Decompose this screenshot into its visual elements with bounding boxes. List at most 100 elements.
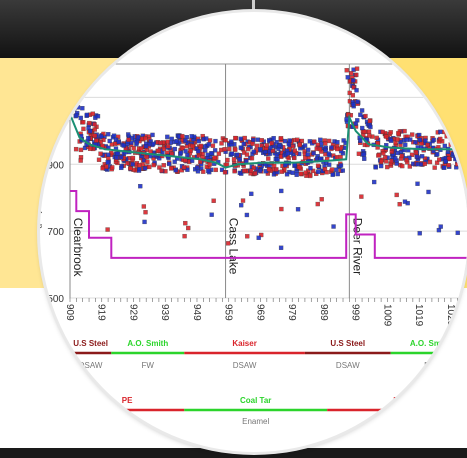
band-label: U.S Steel bbox=[73, 339, 108, 348]
point-red bbox=[213, 167, 218, 173]
point-blue bbox=[229, 151, 235, 156]
y-axis-label: Pressure (psi) bbox=[40, 210, 43, 272]
point-blue bbox=[463, 136, 467, 141]
point-blue bbox=[351, 102, 356, 107]
point-red bbox=[367, 118, 373, 124]
point-red bbox=[279, 206, 284, 212]
point-blue bbox=[241, 141, 246, 147]
point-blue bbox=[454, 137, 459, 142]
header-notch bbox=[252, 0, 255, 16]
point-red bbox=[188, 148, 193, 153]
point-blue bbox=[106, 152, 111, 157]
y-tick-label: 500 bbox=[47, 294, 64, 305]
point-red bbox=[384, 159, 389, 164]
point-red bbox=[68, 96, 73, 101]
point-blue bbox=[249, 191, 254, 197]
point-blue bbox=[415, 162, 420, 167]
point-blue bbox=[219, 167, 225, 173]
point-red bbox=[400, 163, 405, 169]
point-blue bbox=[415, 181, 420, 186]
point-red bbox=[297, 142, 303, 147]
point-red bbox=[201, 169, 206, 174]
point-red bbox=[323, 141, 328, 146]
point-red bbox=[303, 170, 308, 175]
point-red bbox=[266, 156, 271, 161]
point-blue bbox=[285, 151, 291, 156]
band-label: DSAW bbox=[233, 361, 257, 370]
point-blue bbox=[196, 138, 201, 144]
x-tick-label: 1009 bbox=[381, 304, 392, 327]
point-red bbox=[143, 136, 148, 141]
point-red bbox=[105, 227, 110, 232]
band-label: PE bbox=[393, 396, 404, 405]
point-blue bbox=[378, 163, 384, 169]
point-blue bbox=[209, 151, 214, 156]
point-red bbox=[231, 157, 237, 162]
point-red bbox=[297, 165, 302, 170]
point-red bbox=[145, 159, 150, 164]
band-label: FW bbox=[142, 361, 155, 370]
point-red bbox=[210, 143, 216, 148]
point-blue bbox=[361, 152, 367, 157]
point-blue bbox=[442, 143, 448, 149]
point-blue bbox=[329, 145, 334, 150]
point-red bbox=[438, 136, 443, 142]
point-red bbox=[292, 148, 297, 153]
point-blue bbox=[388, 138, 394, 143]
point-blue bbox=[417, 231, 422, 236]
point-blue bbox=[185, 140, 191, 146]
point-red bbox=[347, 90, 352, 96]
point-red bbox=[147, 164, 152, 170]
point-blue bbox=[251, 137, 256, 143]
point-red bbox=[98, 151, 103, 156]
point-blue bbox=[75, 105, 81, 110]
point-blue bbox=[360, 125, 365, 131]
point-red bbox=[292, 155, 297, 161]
point-blue bbox=[194, 165, 200, 170]
point-red bbox=[376, 153, 381, 158]
point-blue bbox=[368, 124, 373, 130]
point-blue bbox=[423, 138, 428, 143]
point-blue bbox=[338, 163, 344, 168]
point-blue bbox=[295, 207, 301, 212]
point-red bbox=[96, 157, 102, 162]
point-red bbox=[432, 165, 437, 170]
band-label: A.O. Smith bbox=[410, 339, 451, 348]
point-red bbox=[441, 129, 447, 135]
point-red bbox=[73, 146, 79, 152]
point-blue bbox=[86, 135, 91, 141]
point-red bbox=[335, 146, 340, 152]
point-red bbox=[151, 162, 156, 168]
x-tick-label: 1019 bbox=[413, 304, 424, 327]
x-tick-label: 979 bbox=[286, 304, 297, 321]
point-blue bbox=[311, 151, 316, 156]
point-red bbox=[100, 166, 105, 171]
x-tick-label: 939 bbox=[159, 304, 170, 321]
point-blue bbox=[413, 140, 418, 145]
point-blue bbox=[283, 162, 288, 168]
point-red bbox=[384, 134, 389, 139]
point-red bbox=[76, 75, 81, 80]
point-red bbox=[315, 163, 321, 168]
point-red bbox=[359, 194, 364, 199]
point-blue bbox=[393, 156, 398, 161]
point-red bbox=[315, 142, 321, 147]
plot-area bbox=[69, 63, 467, 299]
point-blue bbox=[136, 135, 141, 140]
point-red bbox=[130, 155, 136, 161]
point-blue bbox=[203, 148, 208, 153]
band-label: T bbox=[396, 417, 401, 426]
point-blue bbox=[461, 161, 466, 167]
point-red bbox=[270, 148, 276, 153]
point-blue bbox=[331, 224, 336, 229]
point-blue bbox=[426, 189, 431, 195]
point-blue bbox=[205, 152, 210, 157]
band-label: FW bbox=[424, 361, 437, 370]
point-red bbox=[219, 141, 224, 146]
point-red bbox=[137, 163, 142, 168]
point-red bbox=[159, 168, 164, 173]
point-blue bbox=[169, 136, 174, 142]
point-red bbox=[254, 143, 260, 148]
point-red bbox=[70, 63, 76, 68]
point-blue bbox=[255, 137, 261, 142]
